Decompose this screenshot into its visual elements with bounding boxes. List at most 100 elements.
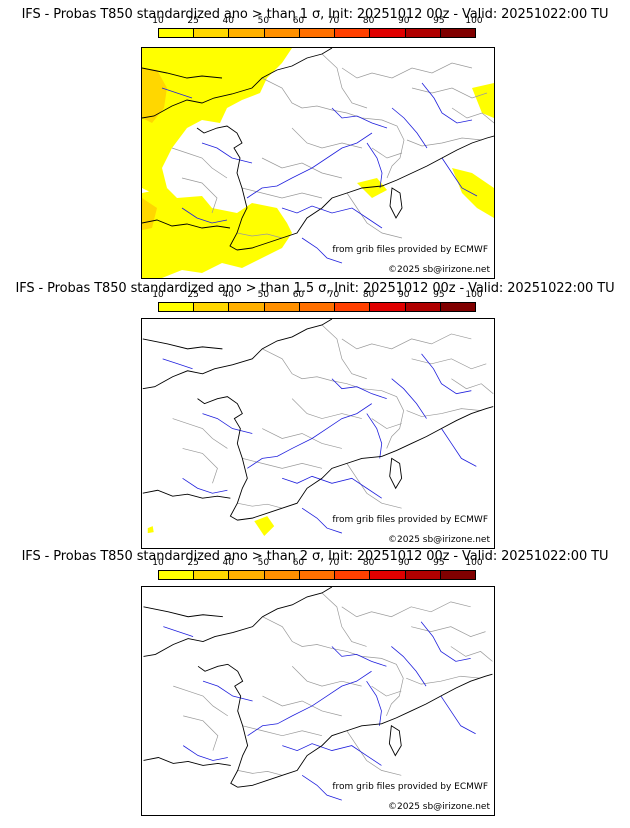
admin-border: [236, 232, 283, 239]
admin-border: [237, 502, 283, 509]
colorbar: [158, 28, 476, 38]
admin-border: [341, 62, 473, 79]
colorbar-tick-label: 80: [362, 290, 375, 300]
river: [391, 378, 427, 419]
probability-fill-layer: [147, 516, 275, 537]
colorbar-tick-label: 95: [433, 558, 445, 568]
admin-border: [371, 147, 403, 159]
admin-border: [291, 398, 362, 419]
probability-map: from grib files provided by ECMWF ©2025 …: [141, 47, 495, 279]
admin-border: [182, 448, 218, 484]
map-canvas: [142, 48, 494, 278]
admin-border: [371, 685, 402, 697]
colorbar-tick-label: 25: [187, 16, 199, 26]
colorbar-tick-label: 70: [327, 16, 340, 26]
colorbar-tick-label: 50: [257, 290, 270, 300]
admin-border: [451, 107, 494, 124]
river: [391, 646, 427, 687]
colorbar-swatch: [440, 571, 475, 579]
colorbar-swatch: [264, 29, 300, 37]
river: [440, 695, 476, 735]
river: [247, 670, 372, 737]
probability-area: [142, 48, 292, 193]
colorbar-tick-label: 60: [292, 558, 305, 568]
admin-border: [411, 358, 487, 370]
colorbar-tick-label: 80: [362, 16, 375, 26]
admin-borders-layer: [173, 592, 493, 776]
colorbar-swatch: [335, 303, 371, 311]
probability-area: [472, 83, 494, 118]
river: [366, 142, 383, 189]
colorbar-swatch: [194, 29, 230, 37]
colorbar-tick-label: 40: [222, 16, 234, 26]
admin-border: [450, 646, 493, 662]
colorbar-tick-label: 25: [187, 290, 199, 300]
admin-border: [451, 378, 494, 394]
copyright-text: ©2025 sb@irizone.net: [388, 535, 490, 545]
admin-border: [406, 408, 482, 417]
admin-border: [341, 333, 472, 350]
river: [391, 107, 428, 149]
colorbar-swatch: [370, 29, 406, 37]
admin-border: [261, 77, 405, 179]
admin-border: [237, 770, 283, 776]
colorbar-swatch: [159, 571, 195, 579]
admin-border: [371, 418, 402, 429]
colorbar-swatch: [264, 303, 300, 311]
river: [301, 507, 343, 534]
admin-border: [173, 685, 228, 717]
river: [366, 680, 382, 726]
colorbar-swatch: [229, 571, 265, 579]
colorbar-tick-label: 90: [398, 16, 410, 26]
river: [420, 621, 471, 662]
colorbar-tick-label: 100: [465, 290, 483, 300]
river: [162, 358, 193, 370]
ecmwf-credit: from grib files provided by ECMWF: [332, 515, 488, 525]
colorbar-tick-label: 80: [362, 558, 375, 568]
coastline: [143, 587, 493, 788]
panel-2: IFS - Probas T850 standardized ano > tha…: [0, 274, 630, 549]
river: [331, 107, 388, 129]
river: [421, 82, 473, 124]
colorbar-swatch: [299, 303, 336, 311]
colorbar-swatch: [405, 29, 441, 37]
colorbar: [158, 302, 476, 312]
admin-border: [291, 666, 362, 687]
colorbar-tick-label: 95: [433, 290, 445, 300]
ecmwf-credit: from grib files provided by ECMWF: [332, 782, 488, 792]
ecmwf-credit: from grib files provided by ECMWF: [332, 245, 488, 255]
probability-area: [452, 168, 494, 218]
probability-area: [142, 188, 292, 278]
admin-border: [411, 626, 486, 637]
panel-3: IFS - Probas T850 standardized ano > tha…: [0, 542, 630, 828]
river: [421, 353, 472, 395]
admin-border: [183, 715, 219, 751]
admin-border: [242, 458, 323, 469]
river: [441, 428, 477, 467]
river: [331, 646, 387, 667]
copyright-text: ©2025 sb@irizone.net: [388, 265, 490, 275]
admin-border: [321, 324, 367, 380]
river: [202, 413, 253, 434]
river: [331, 378, 387, 400]
admin-border: [406, 675, 481, 685]
colorbar-swatch: [405, 303, 441, 311]
admin-border: [172, 418, 228, 449]
admin-border: [411, 87, 488, 99]
admin-border: [262, 348, 404, 449]
colorbar-tick-label: 50: [257, 16, 270, 26]
colorbar-tick-label: 90: [398, 558, 410, 568]
river: [246, 132, 373, 199]
river: [366, 413, 383, 459]
admin-border: [261, 157, 343, 179]
admin-border: [291, 127, 363, 149]
map-canvas: [142, 319, 494, 537]
panel-title: IFS - Probas T850 standardized ano > tha…: [21, 7, 609, 22]
coastline: [142, 319, 494, 521]
admin-border: [346, 730, 402, 776]
river: [247, 403, 372, 469]
river: [441, 157, 478, 197]
probability-map: from grib files provided by ECMWF ©2025 …: [141, 318, 495, 549]
colorbar-swatch: [370, 571, 406, 579]
colorbar-ticks: 10 25 40 50 60 70 80 90 95 100: [148, 290, 488, 301]
